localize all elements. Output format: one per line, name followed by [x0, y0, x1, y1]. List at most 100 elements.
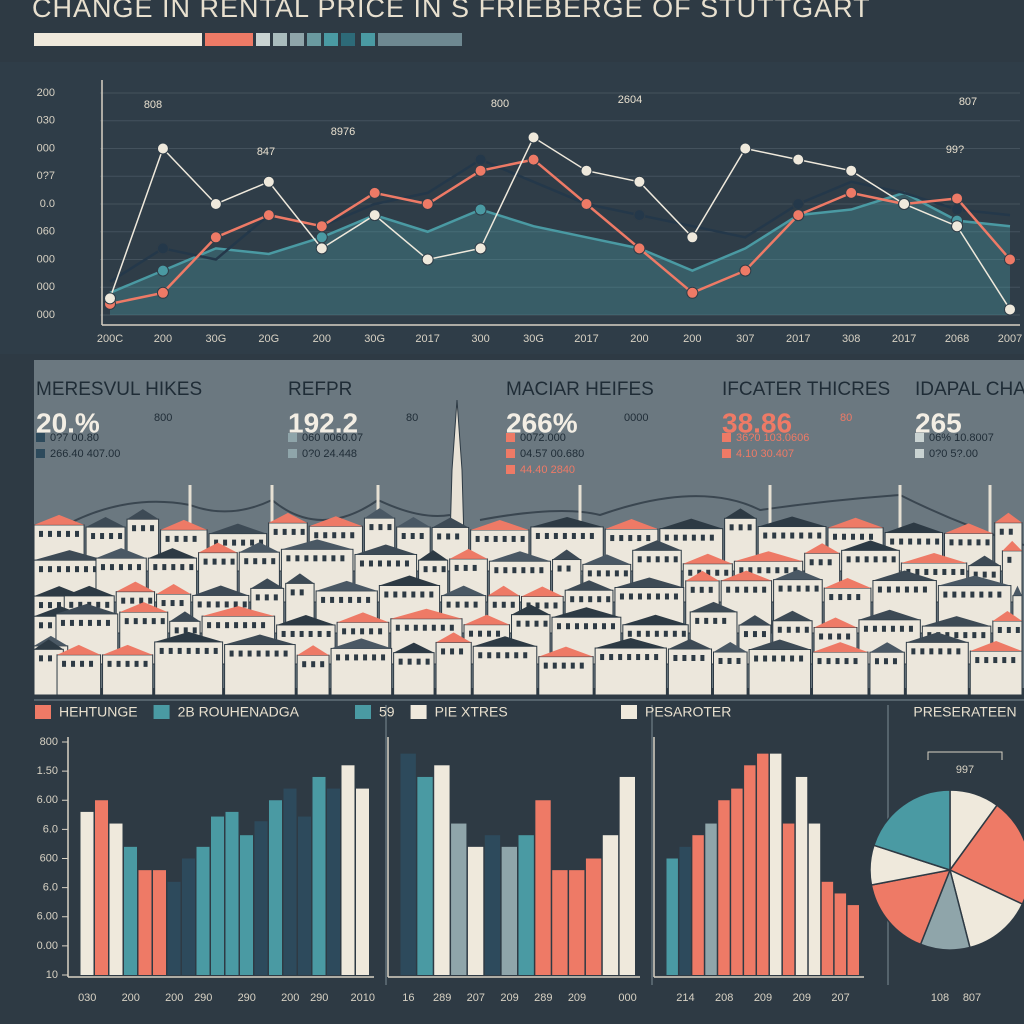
bar [718, 800, 730, 975]
window [224, 601, 229, 608]
window [264, 594, 269, 601]
window [464, 601, 469, 608]
window [828, 633, 833, 640]
window [817, 658, 822, 665]
window [970, 591, 975, 598]
window [455, 533, 460, 540]
point [580, 198, 593, 210]
window [535, 602, 540, 609]
window [39, 602, 43, 609]
roof [992, 610, 1022, 621]
window [291, 528, 296, 535]
x-tick-label: 289 [433, 992, 451, 1004]
window [530, 567, 535, 574]
bar [254, 821, 268, 975]
bar [518, 835, 534, 975]
house [812, 651, 869, 696]
bar [808, 823, 821, 975]
window [299, 630, 304, 637]
window [655, 556, 660, 563]
window [233, 601, 238, 608]
point [792, 153, 805, 166]
window [207, 622, 212, 629]
window [772, 655, 777, 662]
window [636, 630, 641, 637]
point [474, 164, 487, 177]
x-tick-label: 209 [754, 992, 772, 1004]
window [619, 535, 624, 542]
point [686, 286, 699, 299]
window [654, 630, 659, 637]
window [673, 556, 678, 563]
window [133, 618, 138, 625]
strip-segment [256, 33, 270, 46]
window [908, 538, 913, 545]
window [817, 532, 822, 539]
x-tick-label: 30G [364, 333, 385, 345]
window [673, 534, 678, 541]
window [89, 660, 94, 667]
window [398, 658, 403, 665]
stat-row: 266.40 407.00 [50, 448, 120, 460]
x-tick-label: 200 [165, 992, 183, 1004]
window [404, 624, 409, 631]
x-tick-label: 2017 [892, 333, 916, 345]
window [174, 535, 179, 542]
x-tick-label: 200 [630, 333, 648, 345]
window [763, 532, 768, 539]
window [963, 632, 968, 639]
window [754, 655, 759, 662]
window [313, 555, 318, 562]
window [238, 650, 243, 657]
window [997, 591, 1002, 598]
x-tick-label: 214 [676, 992, 694, 1004]
point [951, 203, 964, 216]
window [521, 567, 526, 574]
window [935, 538, 940, 545]
bar [552, 870, 568, 975]
x-tick-label: 209 [793, 992, 811, 1004]
window [838, 594, 843, 601]
window [988, 591, 993, 598]
window [350, 532, 355, 539]
roof [551, 607, 621, 618]
window [39, 622, 43, 629]
y-tick-label: 000 [37, 309, 55, 321]
window [492, 601, 497, 608]
window [510, 601, 515, 608]
window [505, 652, 510, 659]
window [738, 524, 743, 531]
point [104, 292, 116, 305]
window [159, 647, 164, 654]
window [455, 601, 460, 608]
roof [724, 508, 757, 519]
window [982, 571, 987, 578]
window [646, 593, 651, 600]
window [206, 601, 211, 608]
window [895, 586, 900, 593]
bracket [927, 751, 1003, 760]
roof [276, 614, 336, 625]
point [1004, 303, 1016, 316]
roof [858, 609, 921, 620]
roof [734, 551, 803, 562]
roof [885, 522, 943, 533]
roof [721, 570, 772, 581]
window [71, 660, 76, 667]
series-line [109, 158, 1011, 306]
bar [821, 881, 834, 975]
house [472, 645, 538, 696]
roof [418, 550, 448, 561]
window [729, 524, 734, 531]
point [633, 175, 646, 188]
stat-heading: MACIAR HEIFES [506, 379, 654, 400]
window [846, 633, 851, 640]
x-tick-label: 30G [523, 333, 544, 345]
window [57, 530, 61, 537]
window [321, 596, 326, 603]
window [753, 586, 758, 593]
window [473, 601, 478, 608]
window [688, 569, 693, 576]
window [214, 539, 219, 546]
window [523, 652, 528, 659]
